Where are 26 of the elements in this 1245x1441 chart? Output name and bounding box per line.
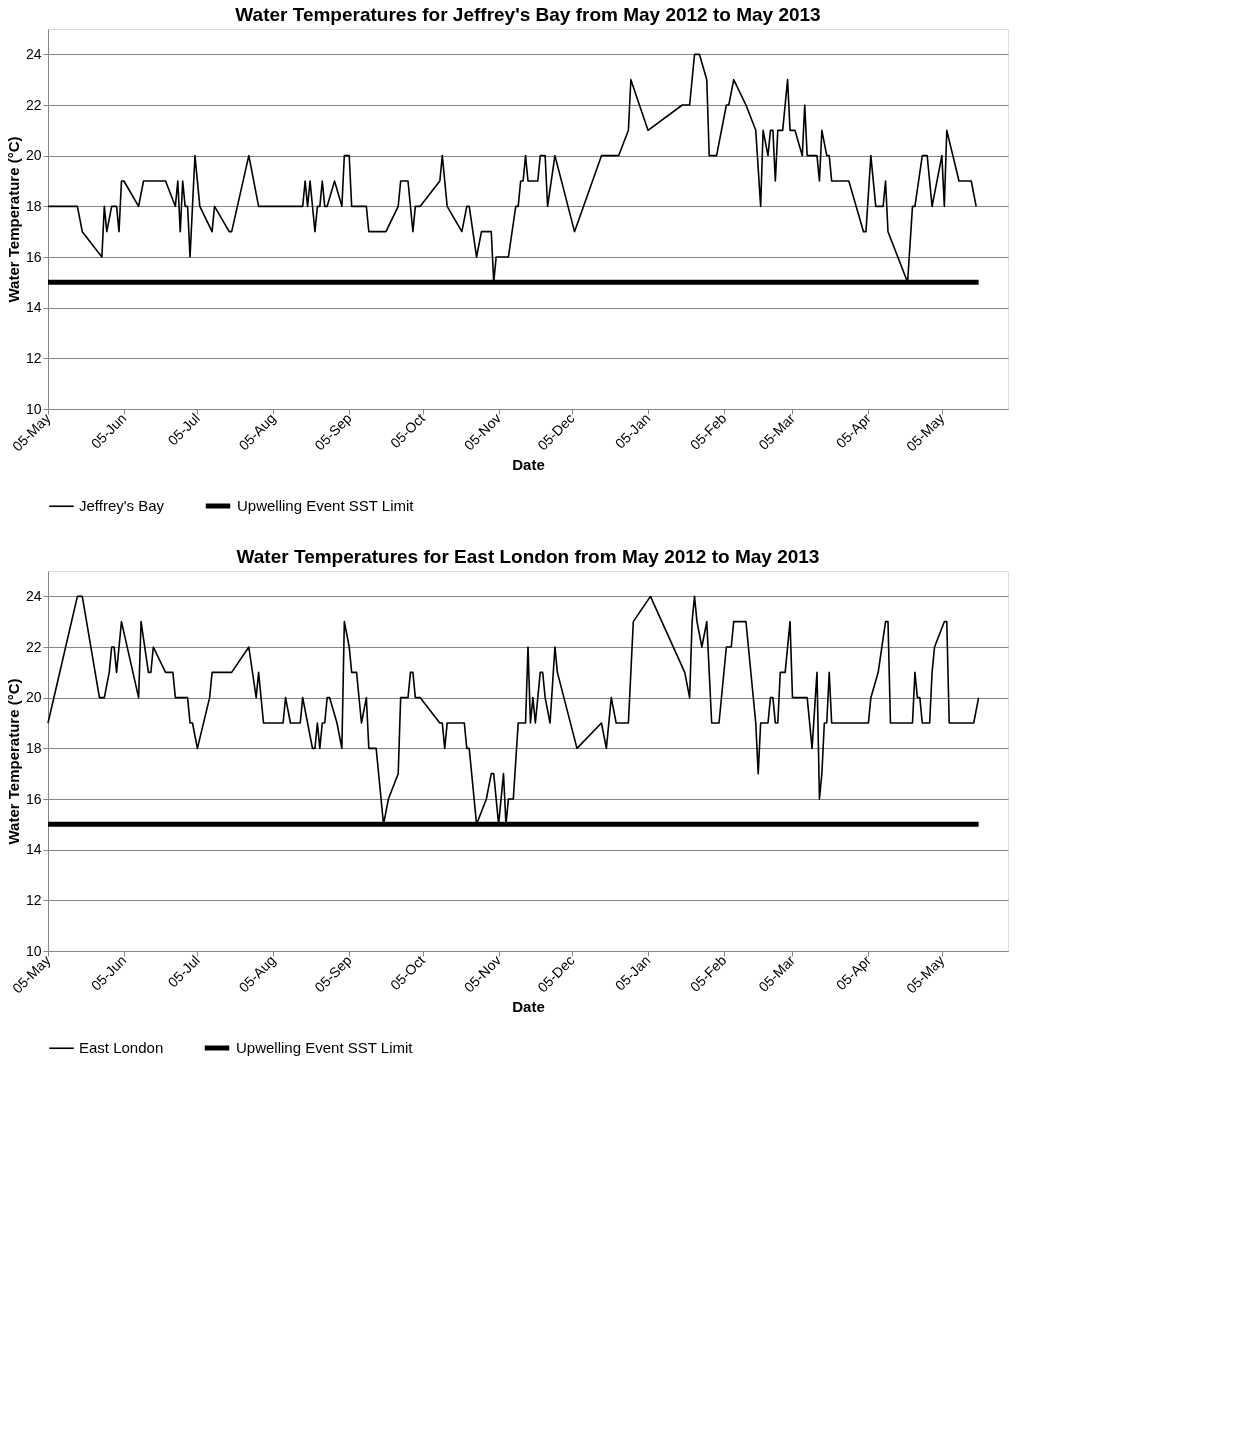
y-tick-label: 10 bbox=[25, 942, 42, 959]
y-tick-label: 10 bbox=[25, 400, 42, 417]
y-axis-title: Water Temperature (°C) bbox=[4, 136, 22, 303]
y-axis-title: Water Temperature (°C) bbox=[4, 678, 22, 845]
legend-label: East London bbox=[79, 1039, 164, 1057]
legend-label: Upwelling Event SST Limit bbox=[236, 1039, 414, 1056]
y-tick-label: 22 bbox=[25, 638, 42, 655]
y-tick-label: 12 bbox=[25, 349, 42, 366]
y-tick-label: 24 bbox=[25, 45, 42, 62]
legend-label: Jeffrey's Bay bbox=[79, 497, 165, 515]
y-tick-label: 14 bbox=[25, 299, 42, 316]
x-axis-title: Date bbox=[512, 456, 545, 474]
y-tick-label: 20 bbox=[25, 147, 42, 164]
y-tick-label: 22 bbox=[25, 96, 42, 113]
y-tick-label: 18 bbox=[25, 197, 42, 214]
y-tick-label: 14 bbox=[25, 841, 42, 858]
y-tick-label: 12 bbox=[25, 891, 42, 908]
y-tick-label: 16 bbox=[25, 248, 42, 265]
x-axis-title: Date bbox=[512, 998, 545, 1016]
y-tick-label: 16 bbox=[25, 790, 42, 807]
chart-title: Water Temperatures for East London from May 2012 to May 2013 bbox=[236, 546, 820, 567]
chart-title: Water Temperatures for Jeffrey's Bay from May 2012 to May 2013 bbox=[235, 4, 821, 25]
y-tick-label: 18 bbox=[25, 739, 42, 756]
y-tick-label: 24 bbox=[25, 587, 42, 604]
y-tick-label: 20 bbox=[25, 689, 42, 706]
legend-label: Upwelling Event SST Limit bbox=[237, 497, 415, 514]
